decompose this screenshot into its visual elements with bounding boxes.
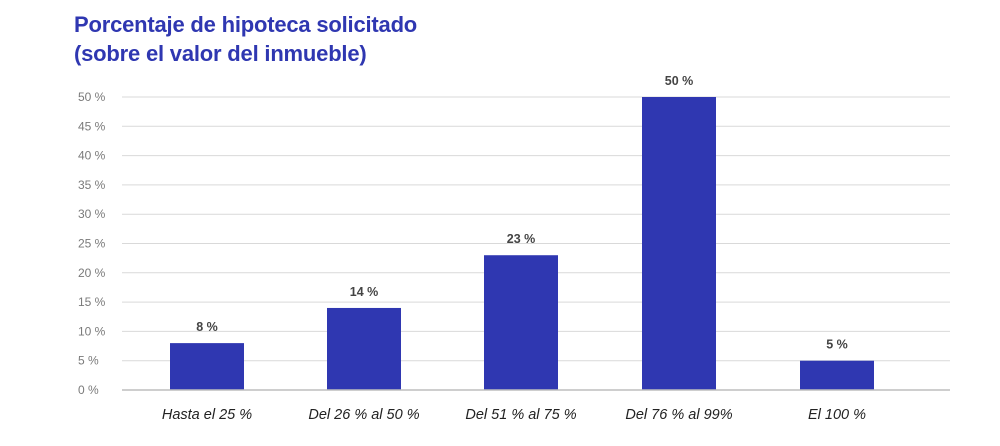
category-label: Del 51 % al 75 % xyxy=(465,407,576,423)
bar xyxy=(642,97,716,390)
y-tick-label: 50 % xyxy=(78,90,106,104)
bar xyxy=(484,255,558,390)
chart-title: Porcentaje de hipoteca solicitado (sobre… xyxy=(74,10,417,68)
data-label: 14 % xyxy=(350,285,379,299)
y-tick-label: 45 % xyxy=(78,119,106,133)
data-label: 23 % xyxy=(507,232,536,246)
y-tick-label: 35 % xyxy=(78,178,106,192)
category-label: Hasta el 25 % xyxy=(162,407,252,423)
y-tick-label: 5 % xyxy=(78,354,99,368)
y-tick-label: 20 % xyxy=(78,266,106,280)
data-label: 50 % xyxy=(665,74,694,88)
y-tick-label: 30 % xyxy=(78,207,106,221)
bar xyxy=(800,360,874,390)
bar xyxy=(170,343,244,390)
data-label: 5 % xyxy=(826,338,848,352)
y-tick-label: 0 % xyxy=(78,383,99,397)
bar xyxy=(327,307,401,390)
y-tick-label: 15 % xyxy=(78,295,106,309)
category-label: Del 76 % al 99% xyxy=(625,407,732,423)
category-label: Del 26 % al 50 % xyxy=(308,407,419,423)
y-tick-label: 25 % xyxy=(78,237,106,251)
data-label: 8 % xyxy=(196,320,218,334)
y-tick-label: 10 % xyxy=(78,324,106,338)
y-tick-label: 40 % xyxy=(78,149,106,163)
category-label: El 100 % xyxy=(808,407,866,423)
chart-title-line2: (sobre el valor del inmueble) xyxy=(74,41,367,66)
chart-title-line1: Porcentaje de hipoteca solicitado xyxy=(74,12,418,37)
